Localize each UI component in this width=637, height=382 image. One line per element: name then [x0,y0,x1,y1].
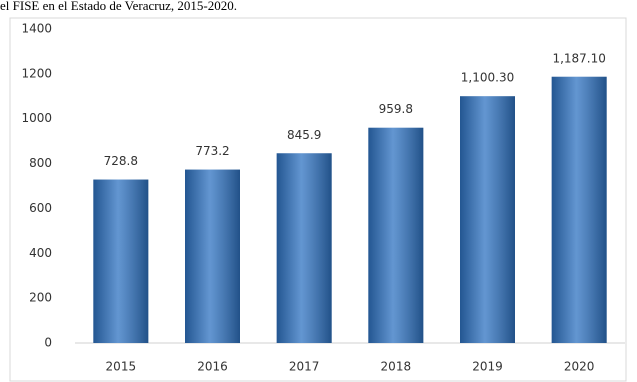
y-tick-label: 800 [29,156,52,170]
x-tick-label: 2017 [289,360,320,374]
y-tick-label: 0 [44,336,52,350]
bar-shading [460,96,515,343]
bar-shading [276,153,332,343]
y-tick-label: 600 [29,201,52,215]
x-tick-label: 2016 [197,360,228,374]
value-label: 1,100.30 [461,71,514,85]
x-tick-label: 2019 [472,360,503,374]
y-tick-label: 200 [29,291,52,305]
bar-shading [93,179,149,343]
y-tick-label: 1000 [21,111,52,125]
bar-shading [185,169,240,343]
x-tick-label: 2020 [564,360,595,374]
value-label: 1,187.10 [552,51,605,65]
bar-shading [368,127,424,344]
bar-shading [551,76,607,343]
value-label: 773.2 [195,144,229,158]
value-label: 845.9 [287,128,321,142]
value-label: 959.8 [379,102,413,116]
x-tick-label: 2015 [106,360,137,374]
x-tick-label: 2018 [381,360,412,374]
y-tick-label: 400 [29,246,52,260]
y-tick-label: 1200 [21,66,52,80]
value-label: 728.8 [104,154,138,168]
chart-title: el FISE en el Estado de Veracruz, 2015-2… [0,0,237,13]
y-tick-label: 1400 [21,22,52,36]
